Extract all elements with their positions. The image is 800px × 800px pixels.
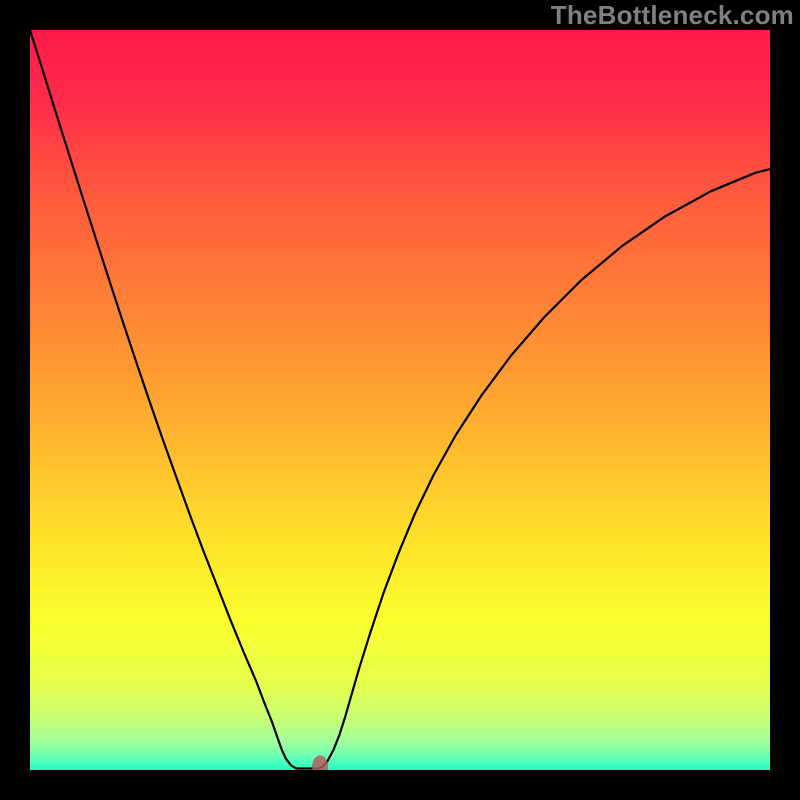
gradient-background xyxy=(30,30,770,770)
watermark: TheBottleneck.com xyxy=(551,0,794,31)
chart-container: TheBottleneck.com xyxy=(0,0,800,800)
plot-area xyxy=(30,30,770,770)
